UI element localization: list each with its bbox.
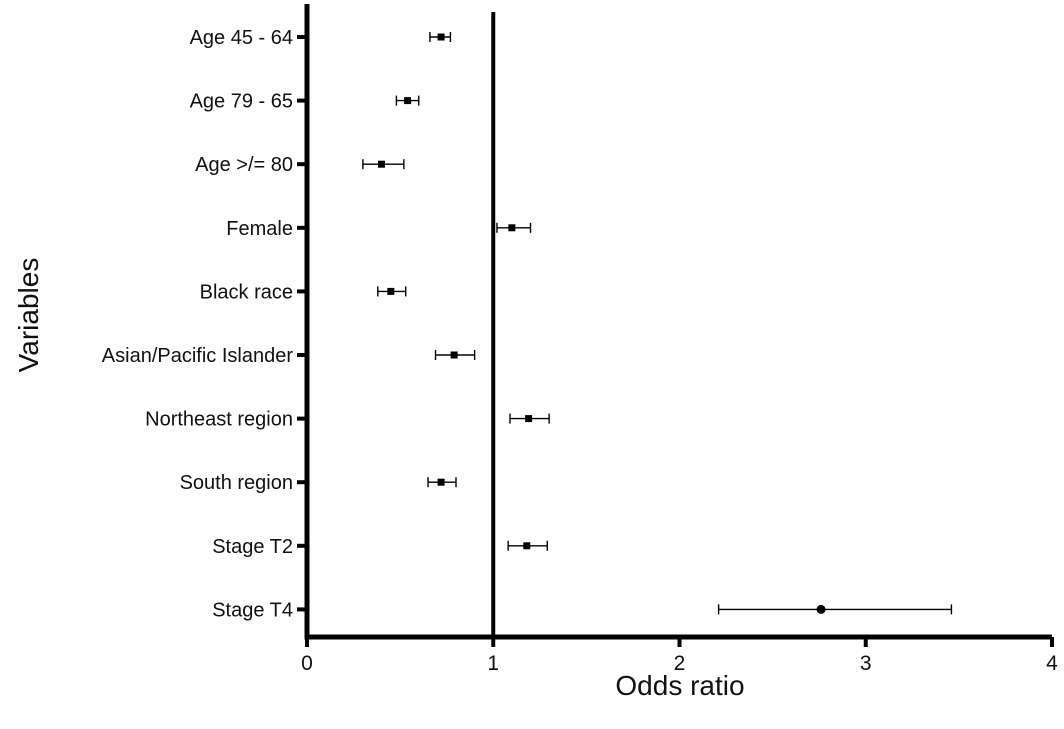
- point-estimate: [816, 604, 826, 614]
- y-axis-label: Variables: [13, 258, 44, 373]
- point-estimate: [523, 542, 531, 550]
- y-tick-label: Female: [226, 218, 293, 240]
- x-axis-label: Odds ratio: [615, 670, 744, 701]
- y-tick-label: Asian/Pacific Islander: [102, 345, 294, 367]
- point-estimate: [450, 351, 458, 359]
- point-estimate: [378, 160, 385, 168]
- x-tick-label: 3: [860, 652, 872, 675]
- point-estimate: [525, 415, 533, 423]
- point-estimate: [508, 224, 516, 232]
- y-tick-label: Northeast region: [145, 409, 293, 431]
- x-tick-label: 4: [1046, 652, 1058, 675]
- x-tick-label: 1: [487, 652, 499, 675]
- point-estimate: [387, 287, 395, 295]
- y-tick-label: Black race: [200, 281, 293, 303]
- point-estimate: [437, 478, 445, 486]
- y-tick-label: Age >/= 80: [195, 154, 293, 176]
- y-tick-label: Stage T2: [212, 536, 293, 558]
- x-tick-label: 0: [301, 652, 313, 675]
- x-tick-label: 2: [674, 652, 686, 675]
- y-tick-label: South region: [180, 472, 293, 494]
- point-estimate: [437, 33, 445, 41]
- point-estimate: [404, 97, 412, 105]
- y-tick-label: Stage T4: [212, 599, 293, 621]
- plot-area: 0 1 2 3 4 Age 45 - 64 Age 79 - 65 Age >/= 80 Fem…: [102, 4, 1058, 675]
- y-tick-label: Age 45 - 64: [190, 27, 293, 49]
- y-tick-label: Age 79 - 65: [190, 91, 293, 113]
